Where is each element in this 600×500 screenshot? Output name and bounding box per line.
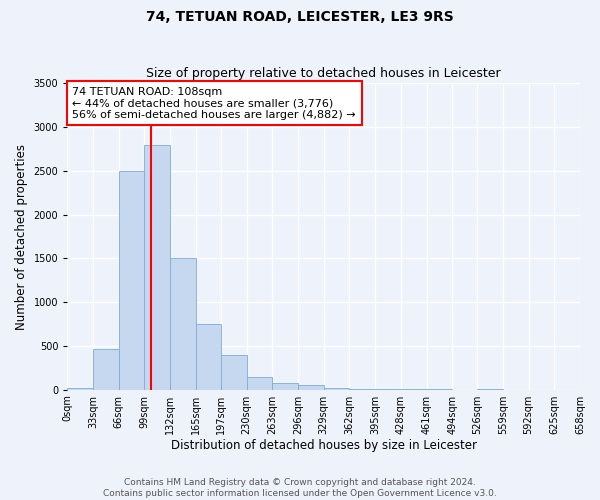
Bar [221, 354, 247, 390]
Bar [145, 144, 170, 390]
Bar [67, 388, 93, 390]
Bar [323, 388, 349, 390]
X-axis label: Distribution of detached houses by size in Leicester: Distribution of detached houses by size … [170, 440, 476, 452]
Text: 74 TETUAN ROAD: 108sqm
← 44% of detached houses are smaller (3,776)
56% of semi-: 74 TETUAN ROAD: 108sqm ← 44% of detached… [73, 86, 356, 120]
Y-axis label: Number of detached properties: Number of detached properties [15, 144, 28, 330]
Title: Size of property relative to detached houses in Leicester: Size of property relative to detached ho… [146, 66, 501, 80]
Bar [272, 382, 298, 390]
Bar [298, 386, 323, 390]
Bar [247, 376, 272, 390]
Bar [170, 258, 196, 390]
Bar [119, 171, 145, 390]
Bar [196, 324, 221, 390]
Text: 74, TETUAN ROAD, LEICESTER, LE3 9RS: 74, TETUAN ROAD, LEICESTER, LE3 9RS [146, 10, 454, 24]
Text: Contains HM Land Registry data © Crown copyright and database right 2024.
Contai: Contains HM Land Registry data © Crown c… [103, 478, 497, 498]
Bar [93, 348, 119, 390]
